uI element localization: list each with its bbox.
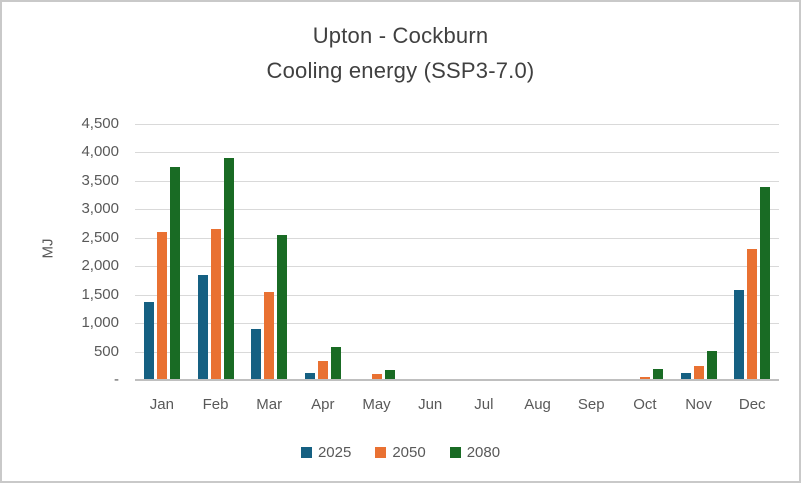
gridline [135,323,779,325]
x-axis-label-mar: Mar [256,396,283,413]
legend: 2025 2050 2080 [2,444,799,461]
x-axis-label-aug: Aug [524,396,551,413]
gridline [135,180,779,182]
x-axis-label-sep: Sep [577,396,605,413]
bar-2080-apr [330,347,341,380]
bar-2050-dec [747,249,758,380]
x-axis-label-nov: Nov [685,396,712,413]
legend-item-2025: 2025 [300,444,352,461]
legend-label-2025: 2025 [317,444,352,461]
y-axis-tick-label: 2,000 [81,257,119,275]
legend-swatch-2025 [300,447,312,458]
x-axis-label-feb: Feb [202,396,229,413]
bar-2080-oct [652,369,663,380]
y-axis-tick-label: 4,000 [81,143,119,161]
bar-2080-jan [169,166,180,380]
plot-area [135,124,779,381]
bar-2050-apr [317,360,328,380]
bar-2025-dec [734,290,745,380]
y-axis-tick-label: 2,500 [81,228,119,246]
gridline [135,351,779,353]
chart-title-line2: Cooling energy (SSP3-7.0) [266,58,535,83]
y-axis-tick-label: 3,500 [81,171,119,189]
bar-2080-mar [277,234,288,380]
bar-group-mar [242,124,296,380]
gridline [135,152,779,154]
legend-swatch-2050 [375,447,387,458]
bar-group-jan [135,124,189,380]
y-axis-tick-label: 3,000 [81,200,119,218]
bar-2025-nov [680,373,691,380]
bar-2025-mar [251,328,262,380]
bar-2080-may [384,370,395,380]
x-axis-label-jan: Jan [149,396,174,413]
bar-2050-may [371,373,382,380]
x-axis-labels: Jan Feb Mar Apr May Jun Jul Aug Sep Oct Nov Dec [135,396,779,413]
bar-2050-feb [210,229,221,380]
x-axis-label-dec: Dec [738,396,766,413]
y-axis-tick-label: 1,000 [81,314,119,332]
legend-label-2080: 2080 [466,444,501,461]
y-axis-tick-label: 4,500 [81,115,119,132]
bar-group-dec [725,124,779,380]
bar-group-jul [457,124,511,380]
bar-group-nov [672,124,726,380]
legend-label-2050: 2050 [392,444,426,461]
bar-2080-dec [760,187,771,380]
legend-item-2080: 2080 [449,444,501,461]
y-axis-tick-labels: 4,500 4,000 3,500 3,000 2,500 2,000 1,500 1,000… [2,2,119,485]
x-axis-label-may: May [362,396,391,413]
bar-2080-nov [706,351,717,380]
gridline [135,124,779,125]
legend-item-2050: 2050 [375,444,426,461]
bar-2025-apr [304,372,315,380]
x-axis-label-apr: Apr [311,396,335,413]
bar-group-sep [564,124,618,380]
bar-2025-jan [143,301,154,380]
bar-group-apr [296,124,350,380]
bars-container [135,124,779,380]
legend-swatch-2080 [449,447,461,458]
bar-2080-feb [223,158,234,380]
bar-group-oct [618,124,672,380]
bar-2050-nov [693,365,704,380]
bar-2050-oct [639,377,650,380]
y-axis-tick-label: - [114,371,119,388]
bar-2050-jan [156,232,167,380]
gridline [135,294,779,296]
chart-title: Upton - Cockburn Cooling energy (SSP3-7.… [2,18,799,88]
bar-group-feb [189,124,243,380]
gridline [135,209,779,211]
bar-group-aug [511,124,565,380]
x-axis-line [135,379,779,381]
bar-group-jun [403,124,457,380]
bar-2025-feb [197,274,208,380]
chart-title-line1: Upton - Cockburn [312,23,489,48]
x-axis-label-oct: Oct [633,396,657,413]
gridline [135,237,779,239]
y-axis-tick-label: 1,500 [81,285,119,303]
bar-2050-mar [264,291,275,380]
y-axis-tick-label: 500 [93,342,119,360]
x-axis-label-jul: Jul [474,396,494,413]
gridline [135,266,779,268]
bar-group-may [350,124,404,380]
x-axis-label-jun: Jun [418,396,443,413]
